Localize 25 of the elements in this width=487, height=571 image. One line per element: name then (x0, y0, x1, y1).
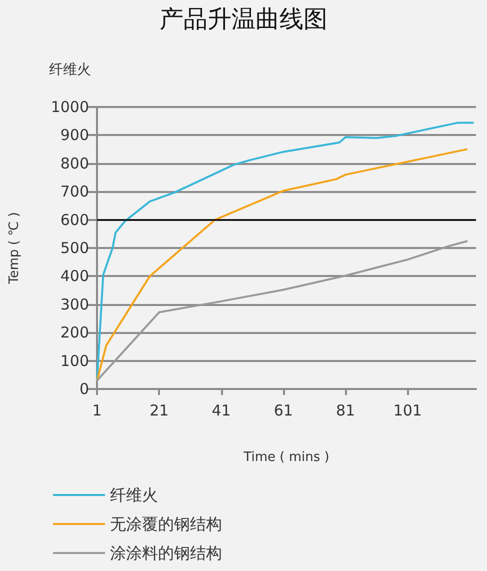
legend-label: 无涂覆的钢结构 (110, 514, 222, 534)
y-tick-label: 900 (60, 126, 89, 144)
y-tick-label: 800 (60, 154, 89, 172)
x-tick-label: 61 (274, 402, 293, 420)
y-tick-label: 700 (60, 182, 89, 201)
y-tick-label: 400 (60, 267, 89, 286)
y-tick-label: 100 (60, 352, 89, 370)
y-tick-label: 1000 (50, 98, 89, 116)
line-series (96, 240, 468, 382)
chart-title: 产品升温曲线图 (160, 5, 328, 33)
x-axis-title: Time ( mins ) (242, 450, 330, 465)
x-tick-label: 1 (92, 402, 102, 420)
x-tick-label: 21 (150, 402, 169, 420)
y-tick-label: 600 (60, 210, 89, 229)
y-tick-label: 0 (79, 380, 89, 398)
y-tick-label: 500 (60, 239, 89, 257)
y-tick-label: 300 (60, 295, 89, 314)
x-tick-label: 81 (336, 402, 356, 420)
legend-label: 纤维火 (110, 486, 158, 504)
y-axis-title: Temp ( ℃ ) (7, 212, 22, 285)
x-tick-label: 101 (393, 402, 422, 420)
y-tick-label: 200 (60, 324, 89, 342)
legend-label: 涂涂料的钢结构 (110, 544, 222, 562)
chart-subtitle: 纤维火 (49, 62, 91, 78)
x-tick-label: 41 (212, 402, 231, 420)
